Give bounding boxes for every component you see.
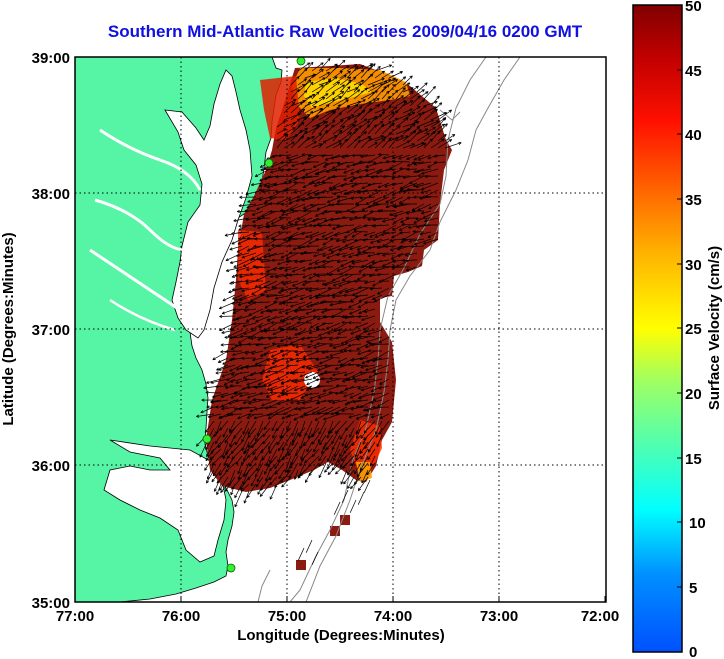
x-tick-label: 74:00 [374,608,412,625]
velocity-arrow-paths [195,57,462,565]
river [89,248,181,312]
y-tick-label: 35:00 [32,595,70,612]
colorbar-tick-label: 15 [685,451,702,468]
radar-stations [202,57,306,573]
colorbar [632,4,683,653]
y-tick-label: 39:00 [32,50,70,67]
data-cell [340,515,350,525]
radar-station [226,563,236,573]
radar-station [296,57,306,66]
plot-frame [74,56,607,603]
grid-lines [75,57,606,602]
x-tick-label: 77:00 [56,608,94,625]
bathymetry-contours [257,57,521,602]
radar-station [202,434,212,444]
colorbar-tick-label: 25 [685,321,702,338]
colorbar-tick-label: 50 [685,0,702,15]
velocity-zone-mid [260,76,300,140]
x-tick-label: 72:00 [581,608,619,625]
x-tick-label: 76:00 [162,608,200,625]
x-tick-label: 73:00 [480,608,518,625]
colorbar-tick-label: 0 [689,644,697,659]
chesapeake-bay [164,69,253,339]
y-tick-label: 36:00 [32,458,70,475]
colorbar-tick-label: 10 [689,515,706,532]
data-cell [296,560,306,570]
map-title: Southern Mid-Atlantic Raw Velocities 200… [107,22,583,41]
data-cell [330,526,340,536]
colorbar-tick-label: 20 [685,386,702,403]
colorbar-ticks [677,4,682,588]
x-axis-title: Longitude (Degrees:Minutes) [237,627,445,644]
colorbar-tick-label: 35 [685,192,702,209]
colorbar-title: Surface Velocity (cm/s) [706,246,723,410]
colorbar-tick-label: 45 [685,63,702,80]
colorbar-tick-label: 5 [689,580,697,597]
colorbar-tick-label: 40 [685,127,702,144]
river [109,298,176,332]
radar-station [264,158,274,168]
river [94,198,186,252]
y-tick-label: 38:00 [32,186,70,203]
y-axis-title: Latitude (Degrees:Minutes) [0,232,17,425]
colorbar-tick-label: 30 [685,257,702,274]
x-tick-label: 75:00 [268,608,306,625]
x-ticks [74,596,606,602]
river [99,128,202,191]
y-tick-label: 37:00 [32,322,70,339]
velocity-arrows [195,57,462,565]
